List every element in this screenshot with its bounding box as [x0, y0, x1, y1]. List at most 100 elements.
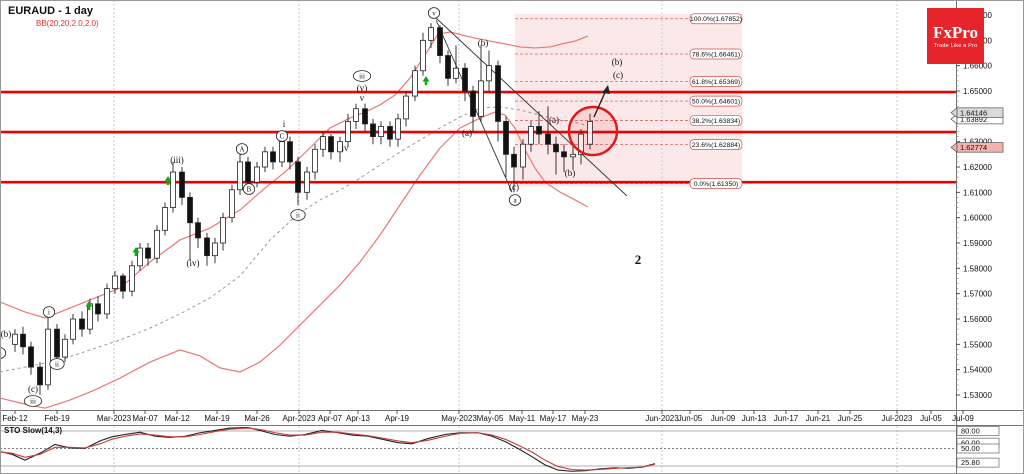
date-axis-tick-label: Jun-13 [742, 414, 767, 423]
setup-highlight-circle [567, 105, 619, 157]
wave-label-circle [235, 143, 249, 155]
candle-body [312, 148, 318, 173]
wave-label: a [0, 349, 2, 357]
wave-label: (b) [565, 168, 576, 178]
date-axis-tick-label: May-2023 [441, 414, 477, 423]
wave-label-major: 2 [635, 252, 642, 267]
date-axis-tick-label: May-23 [572, 414, 599, 423]
candle-body [511, 153, 517, 168]
candle-body [462, 67, 468, 92]
candle-body [553, 143, 559, 153]
green-up-arrow-icon [132, 247, 140, 256]
candle-body [520, 143, 526, 168]
date-axis-tick-label: Mar-12 [164, 414, 190, 423]
date-axis-tick-label: Jul-05 [920, 414, 942, 423]
candle-body [412, 70, 418, 97]
candle-body [145, 247, 151, 259]
candle-body [445, 55, 451, 79]
wave-label-circle [23, 395, 43, 407]
wave-label: (b) [612, 57, 623, 67]
candle-body [120, 275, 126, 292]
candle-body [70, 318, 76, 340]
candle-body [470, 90, 476, 117]
candle-body [37, 366, 43, 386]
price-axis-tick-label: 1.59000 [963, 239, 992, 248]
candle-body [437, 27, 443, 56]
wave-label-circle [0, 347, 7, 359]
candle-body [378, 126, 384, 138]
candle-body [287, 141, 293, 163]
candle-body [387, 126, 393, 140]
candle-body [187, 196, 193, 224]
date-axis-tick-label: Feb-19 [44, 414, 70, 423]
date-axis-tick-label: Jun-05 [678, 414, 703, 423]
candle-body [95, 303, 101, 315]
projection-arrow-head [602, 85, 610, 94]
sto-k-line [0, 426, 656, 472]
date-axis-tick-label: Apr-07 [318, 414, 343, 423]
wave-label: (c) [509, 182, 519, 192]
candle-body [304, 171, 310, 193]
fib-label: 61.8%(1.65369) [692, 79, 740, 86]
candle-body [45, 328, 51, 386]
wave-label-circle [275, 130, 289, 142]
candle-body [428, 27, 434, 41]
price-axis-tick-label: 1.55000 [963, 340, 992, 349]
candle-body [295, 161, 301, 193]
date-axis-tick-label: Apr-19 [385, 414, 410, 423]
wave-label: (v) [357, 83, 368, 93]
fib-label: 23.6%(1.62884) [692, 142, 740, 149]
candle-body [212, 242, 218, 257]
date-axis-tick-label: Mar-26 [244, 414, 270, 423]
candle-body [154, 229, 160, 259]
fib-label: 38.2%(1.63834) [692, 118, 740, 125]
current-price-label: 1.62774 [960, 143, 987, 152]
sto-axis-label: 25.80 [961, 458, 980, 467]
candle-body [162, 207, 168, 231]
date-axis-tick-label: Apr-2023 [283, 414, 316, 423]
date-axis-tick-label: Jul-09 [952, 414, 974, 423]
wave-label: iv [341, 143, 349, 153]
candle-body [270, 151, 276, 163]
candle-body [328, 136, 334, 153]
wave-label: i [48, 308, 50, 316]
candle-body [245, 161, 251, 183]
chart-header: EURAUD - 1 day BB(20,20,2.0,2.0) [8, 5, 99, 28]
candle-body [179, 171, 185, 198]
price-axis-tick-label: 1.66000 [963, 62, 992, 71]
candle-body [570, 153, 576, 158]
date-axis-tick-label: Feb-12 [2, 414, 28, 423]
fib-label: 78.6%(1.66461) [692, 51, 740, 58]
green-up-arrow-icon [85, 301, 93, 310]
candle-body [237, 161, 243, 191]
candle-body [395, 118, 401, 140]
candle-body [220, 217, 226, 244]
date-axis-tick-label: Mar-19 [204, 414, 230, 423]
candle-body [486, 65, 492, 82]
candle-body [54, 328, 60, 358]
candle-body [536, 126, 542, 135]
wave-label: i [283, 119, 286, 129]
candle-body [12, 333, 18, 345]
fxpro-logo: FxPro Trade Like a Pro [927, 8, 984, 64]
trendline [435, 17, 628, 197]
fib-label-box [689, 48, 743, 60]
fib-label-box [689, 95, 743, 107]
wave-label: (c) [28, 384, 38, 394]
wave-label-circle [508, 194, 522, 206]
symbol-title: EURAUD - 1 day [8, 5, 93, 17]
candle-body [561, 151, 567, 158]
candle-body [104, 288, 110, 315]
wave-label: (a) [462, 128, 472, 138]
wave-label: v [360, 93, 365, 103]
candle-body [195, 222, 201, 239]
date-axis-tick-label: Mar-2023 [97, 414, 132, 423]
date-axis-tick-label: May-05 [477, 414, 504, 423]
candle-body [353, 108, 359, 122]
candle-body [420, 39, 426, 72]
price-axis-tick-label: 1.56000 [963, 315, 992, 324]
level-price-box [956, 107, 1004, 118]
wave-label-circle [427, 7, 441, 19]
date-axis-tick-label: May-17 [540, 414, 567, 423]
